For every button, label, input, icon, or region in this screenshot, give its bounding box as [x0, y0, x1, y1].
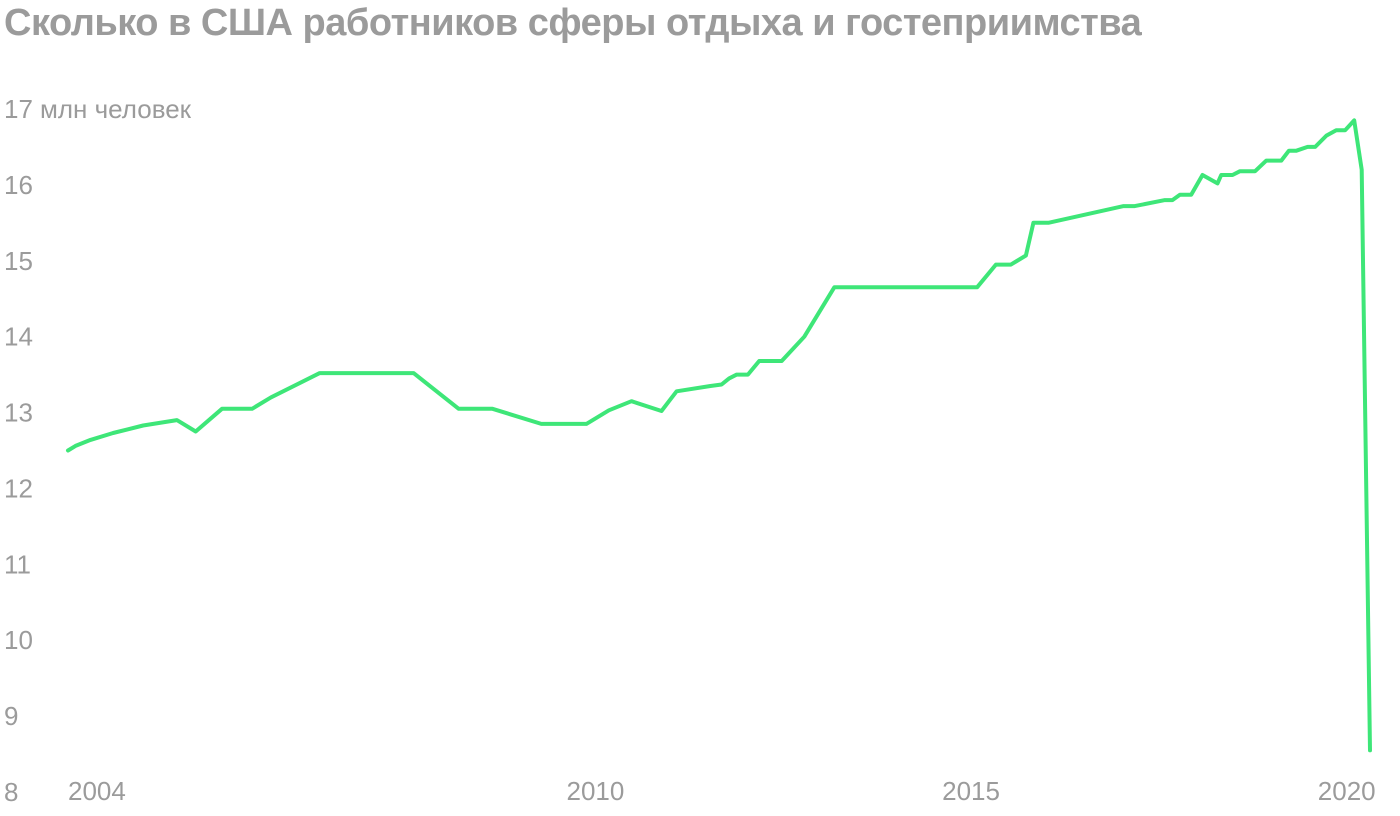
y-tick-label: 8: [4, 777, 18, 807]
x-axis-ticks: 2004 2010 2015 2020: [68, 776, 1376, 806]
chart-title: Сколько в США работников сферы отдыха и …: [4, 2, 1142, 44]
x-tick-label: 2020: [1318, 776, 1376, 806]
y-tick-label: 16: [4, 170, 33, 200]
y-axis-ticks: 8 9 10 11 12 13 14 15 16 17: [4, 94, 33, 807]
y-tick-label: 17: [4, 94, 33, 124]
y-tick-label: 10: [4, 625, 33, 655]
y-tick-label: 11: [4, 549, 31, 579]
y-tick-label: 13: [4, 398, 33, 428]
y-tick-label: 14: [4, 322, 33, 352]
y-tick-label: 12: [4, 473, 33, 503]
employment-series-line: [66, 118, 1372, 753]
x-tick-label: 2015: [942, 776, 1000, 806]
y-unit-label: млн человек: [40, 94, 192, 124]
y-tick-label: 15: [4, 246, 33, 276]
x-tick-label: 2010: [566, 776, 624, 806]
y-tick-label: 9: [4, 701, 18, 731]
x-tick-label: 2004: [68, 776, 126, 806]
